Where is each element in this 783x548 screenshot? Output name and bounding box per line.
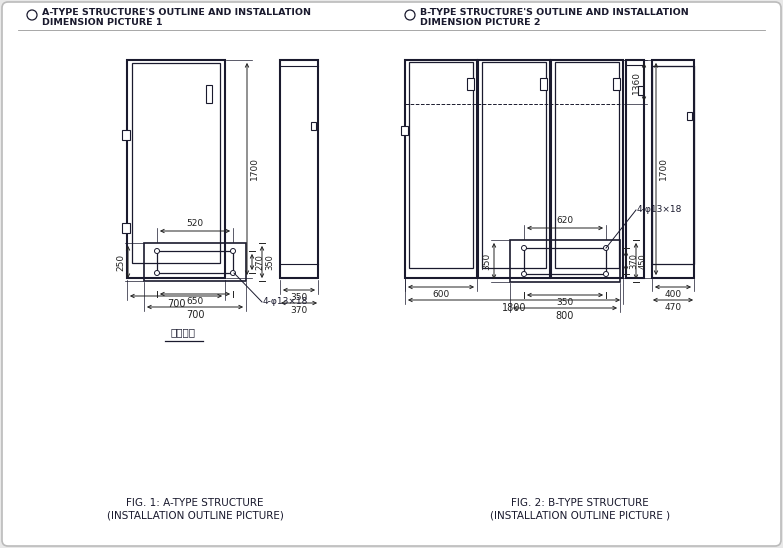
Bar bbox=[467, 78, 474, 90]
Text: 1360: 1360 bbox=[632, 71, 641, 94]
Bar bbox=[127, 60, 225, 278]
Bar bbox=[540, 78, 547, 90]
Text: 470: 470 bbox=[665, 303, 681, 312]
Bar bbox=[613, 78, 620, 90]
Text: 350: 350 bbox=[290, 293, 308, 302]
Bar bbox=[652, 66, 694, 264]
Bar bbox=[405, 60, 477, 278]
Text: 700: 700 bbox=[167, 299, 186, 309]
Text: 1700: 1700 bbox=[659, 157, 668, 180]
Text: A-TYPE STRUCTURE'S OUTLINE AND INSTALLATION
DIMENSION PICTURE 1: A-TYPE STRUCTURE'S OUTLINE AND INSTALLAT… bbox=[42, 8, 311, 27]
Circle shape bbox=[230, 248, 236, 254]
Text: 1800: 1800 bbox=[502, 303, 526, 313]
Text: 270: 270 bbox=[255, 254, 264, 270]
Text: 4-φ13×18: 4-φ13×18 bbox=[637, 206, 682, 214]
Circle shape bbox=[604, 271, 608, 277]
Text: 370: 370 bbox=[290, 306, 308, 315]
Text: FIG. 1: A-TYPE STRUCTURE
(INSTALLATION OUTLINE PICTURE): FIG. 1: A-TYPE STRUCTURE (INSTALLATION O… bbox=[106, 498, 283, 520]
Text: B-TYPE STRUCTURE'S OUTLINE AND INSTALLATION
DIMENSION PICTURE 2: B-TYPE STRUCTURE'S OUTLINE AND INSTALLAT… bbox=[420, 8, 689, 27]
Circle shape bbox=[521, 271, 526, 277]
Text: 400: 400 bbox=[665, 290, 681, 299]
Text: FIG. 2: B-TYPE STRUCTURE
(INSTALLATION OUTLINE PICTURE ): FIG. 2: B-TYPE STRUCTURE (INSTALLATION O… bbox=[490, 498, 670, 520]
Text: 4-φ13×18: 4-φ13×18 bbox=[263, 298, 309, 306]
Bar bbox=[551, 60, 623, 278]
Circle shape bbox=[230, 271, 236, 276]
Text: 250: 250 bbox=[116, 253, 125, 271]
Text: 620: 620 bbox=[557, 216, 574, 225]
Bar bbox=[687, 112, 692, 120]
Bar bbox=[280, 60, 318, 278]
Circle shape bbox=[405, 10, 415, 20]
Text: 1700: 1700 bbox=[250, 157, 259, 180]
Circle shape bbox=[154, 271, 160, 276]
Text: 底脚安装: 底脚安装 bbox=[171, 327, 196, 337]
Text: 600: 600 bbox=[432, 290, 449, 299]
Bar bbox=[122, 130, 130, 140]
Text: 520: 520 bbox=[186, 219, 204, 228]
Bar bbox=[409, 62, 473, 268]
Text: 800: 800 bbox=[556, 311, 574, 321]
Text: 350: 350 bbox=[482, 253, 491, 270]
Bar bbox=[482, 62, 546, 268]
Circle shape bbox=[604, 246, 608, 250]
Circle shape bbox=[154, 248, 160, 254]
Circle shape bbox=[27, 10, 37, 20]
Bar bbox=[638, 86, 643, 95]
Bar bbox=[652, 60, 694, 278]
Bar bbox=[401, 126, 408, 135]
Text: 700: 700 bbox=[186, 310, 204, 320]
Bar bbox=[144, 243, 246, 281]
Bar bbox=[311, 122, 316, 130]
Bar bbox=[157, 251, 233, 273]
Bar bbox=[206, 85, 212, 103]
Bar bbox=[524, 248, 606, 274]
Text: 350: 350 bbox=[265, 254, 274, 270]
Bar bbox=[626, 60, 644, 278]
Bar bbox=[122, 223, 130, 233]
Text: 350: 350 bbox=[557, 298, 574, 307]
Bar bbox=[510, 240, 620, 282]
Circle shape bbox=[521, 246, 526, 250]
Text: 450: 450 bbox=[639, 253, 648, 269]
Text: 650: 650 bbox=[186, 297, 204, 306]
Text: 370: 370 bbox=[629, 253, 638, 269]
Bar bbox=[478, 60, 550, 278]
Bar bbox=[555, 62, 619, 268]
Bar bbox=[132, 63, 220, 263]
